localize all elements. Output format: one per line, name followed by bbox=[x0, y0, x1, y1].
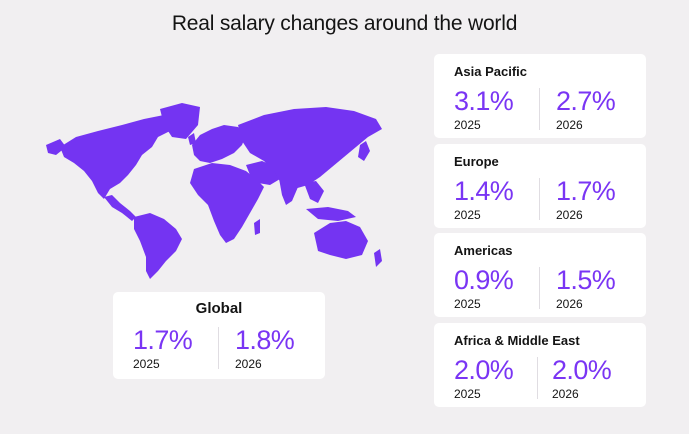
divider bbox=[539, 178, 540, 220]
year-2026-label: 2026 bbox=[556, 297, 583, 311]
japan-shape bbox=[358, 141, 370, 161]
south-america-shape bbox=[134, 213, 182, 279]
region-name: Africa & Middle East bbox=[454, 333, 580, 348]
uk-shape bbox=[188, 133, 196, 145]
region-card-americas: Americas 0.9% 2025 1.5% 2026 bbox=[434, 233, 646, 317]
region-card-asia-pacific: Asia Pacific 3.1% 2025 2.7% 2026 bbox=[434, 54, 646, 138]
value-2026: 2.0% bbox=[552, 355, 612, 385]
region-name: Americas bbox=[454, 243, 513, 258]
global-value-2025: 1.7% bbox=[133, 325, 193, 355]
new-zealand-shape bbox=[374, 249, 382, 267]
central-america-shape bbox=[104, 195, 136, 221]
divider bbox=[539, 88, 540, 130]
year-2026-label: 2026 bbox=[552, 387, 579, 401]
global-year-2026-label: 2026 bbox=[235, 357, 262, 371]
year-2025-label: 2025 bbox=[454, 208, 481, 222]
greenland-shape bbox=[160, 103, 200, 139]
australia-shape bbox=[314, 221, 368, 259]
madagascar-shape bbox=[254, 219, 260, 235]
global-value-2026: 1.8% bbox=[235, 325, 295, 355]
year-2025-label: 2025 bbox=[454, 118, 481, 132]
value-2025: 1.4% bbox=[454, 176, 514, 206]
southeast-asia-shape bbox=[304, 181, 324, 203]
divider bbox=[537, 357, 538, 399]
global-card: Global 1.7% 2025 1.8% 2026 bbox=[113, 292, 325, 379]
divider bbox=[539, 267, 540, 309]
asia-shape bbox=[238, 107, 382, 189]
alaska-shape bbox=[46, 139, 66, 155]
africa-shape bbox=[190, 163, 264, 243]
value-2026: 2.7% bbox=[556, 86, 616, 116]
year-2025-label: 2025 bbox=[454, 387, 481, 401]
global-year-2025-label: 2025 bbox=[133, 357, 160, 371]
region-name: Asia Pacific bbox=[454, 64, 527, 79]
page-title: Real salary changes around the world bbox=[171, 12, 518, 35]
value-2026: 1.5% bbox=[556, 265, 616, 295]
year-2025-label: 2025 bbox=[454, 297, 481, 311]
year-2026-label: 2026 bbox=[556, 208, 583, 222]
region-name: Europe bbox=[454, 154, 499, 169]
europe-shape bbox=[192, 125, 246, 163]
indonesia-shape bbox=[306, 207, 356, 221]
value-2025: 3.1% bbox=[454, 86, 514, 116]
divider bbox=[218, 327, 219, 369]
year-2026-label: 2026 bbox=[556, 118, 583, 132]
region-card-europe: Europe 1.4% 2025 1.7% 2026 bbox=[434, 144, 646, 228]
region-card-africa-middle-east: Africa & Middle East 2.0% 2025 2.0% 2026 bbox=[434, 323, 646, 407]
value-2026: 1.7% bbox=[556, 176, 616, 206]
world-map-landmasses bbox=[46, 103, 382, 279]
north-america-shape bbox=[60, 115, 174, 199]
india-shape bbox=[278, 173, 298, 205]
value-2025: 2.0% bbox=[454, 355, 514, 385]
global-name: Global bbox=[195, 300, 243, 317]
value-2025: 0.9% bbox=[454, 265, 514, 295]
world-map-image bbox=[46, 103, 382, 279]
